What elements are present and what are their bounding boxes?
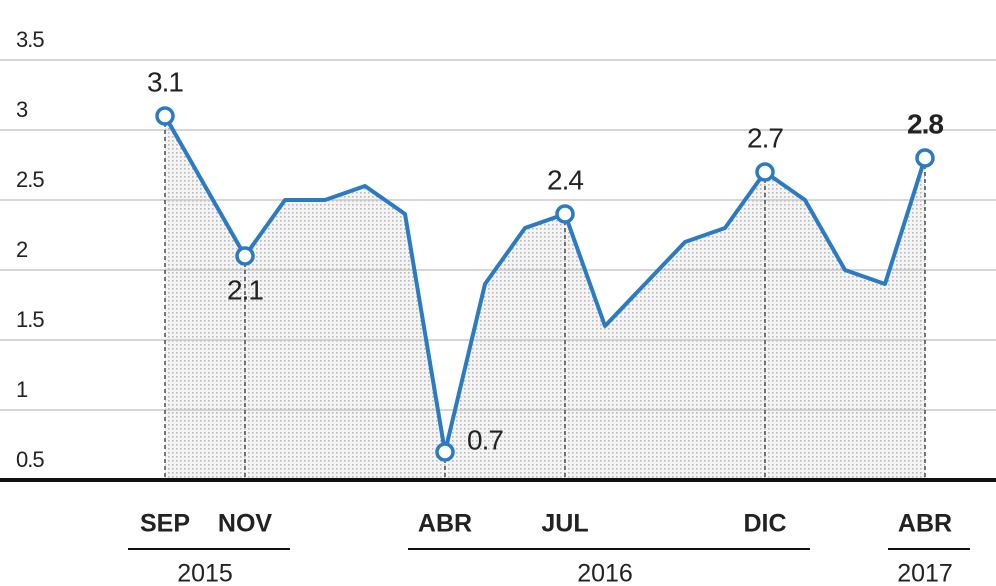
data-label: 2.1 — [227, 274, 263, 305]
x-tick-label: DIC — [743, 510, 786, 538]
y-tick-label: 1 — [16, 377, 28, 402]
y-tick-label: 3.5 — [16, 27, 44, 52]
point-marker — [915, 148, 935, 168]
year-label: 2015 — [177, 560, 233, 586]
data-label: 3.1 — [147, 66, 183, 97]
x-tick-label: ABR — [898, 510, 952, 538]
y-tick-label: 0.5 — [16, 447, 44, 472]
year-label: 2016 — [577, 560, 633, 586]
y-tick-label: 1.5 — [16, 307, 44, 332]
data-label: 0.7 — [467, 424, 503, 455]
data-label: 2.7 — [747, 122, 783, 153]
x-tick-label: SEP — [140, 510, 190, 538]
data-label: 2.4 — [547, 164, 583, 195]
y-tick-label: 2 — [16, 237, 28, 262]
point-marker — [235, 246, 255, 266]
area-fill — [165, 116, 925, 480]
y-tick-label: 2.5 — [16, 167, 44, 192]
year-label: 2017 — [897, 560, 953, 586]
x-tick-label: ABR — [418, 510, 472, 538]
data-label: 2.8 — [907, 108, 943, 139]
x-tick-label: JUL — [541, 510, 588, 538]
y-tick-label: 3 — [16, 97, 28, 122]
point-marker — [755, 162, 775, 182]
point-marker — [555, 204, 575, 224]
point-marker — [155, 106, 175, 126]
x-tick-label: NOV — [218, 510, 273, 538]
line — [163, 115, 927, 454]
point-marker — [435, 442, 455, 462]
